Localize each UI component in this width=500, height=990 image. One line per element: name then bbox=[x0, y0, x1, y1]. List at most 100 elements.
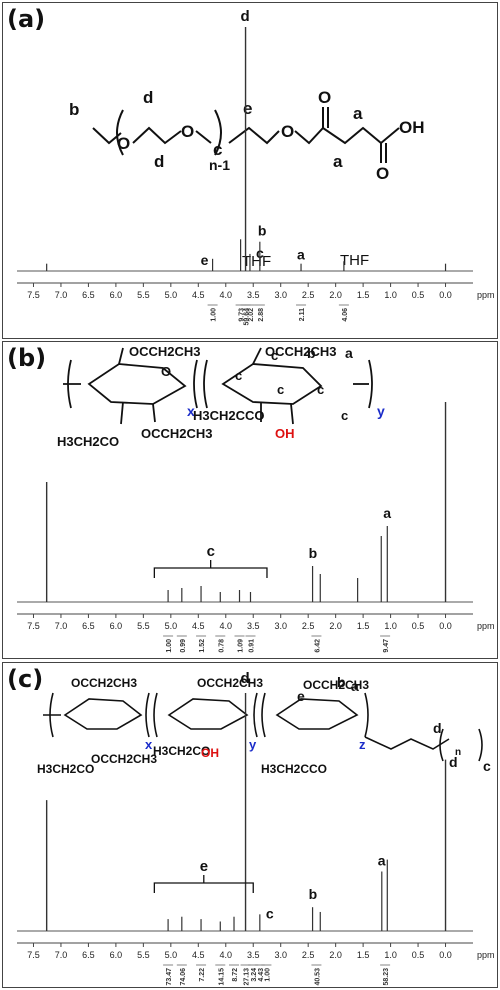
x-tick-label: 0.0 bbox=[439, 621, 452, 631]
atom-oh: OH bbox=[399, 118, 425, 137]
letter-a-b: a bbox=[345, 345, 353, 361]
x-tick-label: 0.0 bbox=[439, 290, 452, 300]
integral-value: 8.72 bbox=[232, 968, 239, 982]
integral-value: 3.24 bbox=[251, 968, 258, 982]
letter-d-top: d bbox=[143, 88, 153, 107]
integral-value: 0.91 bbox=[248, 639, 255, 653]
integrals-b: 1.00 0.99 1.52 0.78 1.09 0.91 6.42 9.47 bbox=[163, 635, 391, 653]
peak-label-d: d bbox=[241, 8, 250, 25]
integral-value: 9.73 bbox=[239, 308, 246, 322]
x-tick-label: 7.0 bbox=[55, 950, 68, 960]
x-tick-label: 4.0 bbox=[220, 621, 233, 631]
integral-value: 1.00 bbox=[166, 639, 173, 653]
subscript-y-c: y bbox=[249, 737, 257, 752]
struct-label-c-7: OCCH2CH3 bbox=[303, 678, 369, 692]
peak-label-b: b bbox=[258, 223, 267, 239]
letter-c-b-1: c bbox=[235, 368, 242, 383]
spectrum-c-svg: OCCH2CH3 H3CH2CO OCCH2CH3 x H3CH2CO OCCH… bbox=[17, 670, 495, 986]
x-tick-label: 2.0 bbox=[329, 621, 342, 631]
x-tick-label: 3.5 bbox=[247, 290, 260, 300]
integral-value: 73.47 bbox=[166, 968, 173, 986]
repeat-n-1: n-1 bbox=[209, 157, 230, 173]
x-unit-label: ppm bbox=[477, 950, 495, 960]
atom-o-3: O bbox=[281, 122, 294, 141]
x-tick-label: 6.0 bbox=[110, 950, 123, 960]
integral-value: 59.64 bbox=[244, 308, 251, 326]
letter-b: b bbox=[69, 100, 79, 119]
x-tick-label: 0.5 bbox=[412, 290, 425, 300]
x-tick-label: 4.5 bbox=[192, 290, 205, 300]
integral-value: 14.15 bbox=[218, 968, 225, 986]
x-tick-label: 4.0 bbox=[220, 950, 233, 960]
x-tick-label: 3.0 bbox=[274, 621, 287, 631]
peak-label-b: b bbox=[309, 886, 318, 902]
x-tick-label: 5.5 bbox=[137, 290, 150, 300]
group-bracket bbox=[153, 560, 268, 578]
integral-value: 4.06 bbox=[342, 308, 349, 322]
x-tick-label: 1.0 bbox=[384, 950, 397, 960]
struct-label-b-2: O bbox=[161, 364, 171, 379]
x-tick-label: 5.0 bbox=[165, 290, 178, 300]
x-tick-label: 6.5 bbox=[82, 621, 95, 631]
letter-a-c: a bbox=[351, 678, 359, 694]
subscript-y: y bbox=[377, 403, 385, 419]
structure-c: OCCH2CH3 H3CH2CO OCCH2CH3 x H3CH2CO OCCH… bbox=[37, 674, 491, 776]
structure-b: OCCH2CH3 O H3CH2CO OCCH2CH3 x H3CH2CCO O… bbox=[57, 344, 385, 449]
integral-value: 1.00 bbox=[211, 308, 218, 322]
struct-label-b-3: H3CH2CO bbox=[57, 434, 119, 449]
peak-label-e: e bbox=[201, 252, 209, 268]
x-tick-label: 7.5 bbox=[27, 290, 40, 300]
x-tick-label: 2.5 bbox=[302, 290, 315, 300]
integral-value: 58.23 bbox=[383, 968, 390, 986]
letter-a-bottom: a bbox=[333, 152, 343, 171]
letter-c-b-4: c bbox=[317, 382, 324, 397]
x-tick-label: 0.5 bbox=[412, 950, 425, 960]
atom-o-5: O bbox=[376, 164, 389, 183]
panel-label-c: (c) bbox=[7, 665, 44, 693]
x-tick-label: 1.5 bbox=[357, 950, 370, 960]
spectrum-panel-b: OCCH2CH3 O H3CH2CO OCCH2CH3 x H3CH2CCO O… bbox=[2, 341, 498, 659]
integral-value: 6.42 bbox=[314, 639, 321, 653]
axis-c: 7.5 7.0 6.5 6.0 5.5 5.0 4.5 4.0 3.5 3.0 2.5 2.0 1.5 1… bbox=[17, 942, 495, 960]
peak-label-c: c bbox=[266, 905, 274, 921]
struct-label-c-5: OCCH2CH3 bbox=[197, 676, 263, 690]
x-tick-label: 3.0 bbox=[274, 290, 287, 300]
x-tick-label: 4.0 bbox=[220, 290, 233, 300]
spectrum-b-svg: OCCH2CH3 O H3CH2CO OCCH2CH3 x H3CH2CCO O… bbox=[17, 344, 495, 653]
x-tick-label: 6.5 bbox=[82, 950, 95, 960]
integral-value: 4.43 bbox=[258, 968, 265, 982]
x-tick-label: 2.0 bbox=[329, 290, 342, 300]
atom-o-4: O bbox=[318, 88, 331, 107]
letter-b-b: b bbox=[307, 345, 316, 361]
struct-label-b-1: OCCH2CH3 bbox=[129, 344, 201, 359]
struct-label-c-oh: OH bbox=[201, 746, 219, 760]
atom-o-2: O bbox=[181, 122, 194, 141]
integral-value: 7.22 bbox=[199, 968, 206, 982]
integral-value: 27.13 bbox=[244, 968, 251, 986]
struct-label-c-6: H3CH2CCO bbox=[261, 762, 327, 776]
axis-b: 7.5 7.0 6.5 6.0 5.5 5.0 4.5 4.0 3.5 3.0 2.5 2.0 1.5 1… bbox=[17, 613, 495, 631]
struct-label-c-2: H3CH2CO bbox=[37, 762, 94, 776]
x-unit-label: ppm bbox=[477, 290, 495, 300]
x-tick-label: 5.0 bbox=[165, 950, 178, 960]
x-tick-label: 5.5 bbox=[137, 950, 150, 960]
x-tick-label: 3.5 bbox=[247, 950, 260, 960]
struct-label-c-3: OCCH2CH3 bbox=[91, 752, 157, 766]
letter-b-c: b bbox=[337, 674, 346, 690]
peak-label-d: d bbox=[241, 670, 250, 687]
x-tick-label: 1.5 bbox=[357, 290, 370, 300]
x-tick-label: 1.0 bbox=[384, 290, 397, 300]
letter-d-c-1: d bbox=[433, 720, 442, 736]
letter-a-top: a bbox=[353, 104, 363, 123]
struct-label-c-1: OCCH2CH3 bbox=[71, 676, 137, 690]
annotation-thf-2: THF bbox=[340, 252, 369, 269]
panel-label-b: (b) bbox=[7, 344, 47, 372]
x-tick-label: 6.5 bbox=[82, 290, 95, 300]
struct-label-b-5: H3CH2CCO bbox=[193, 408, 265, 423]
struct-label-b-4: OCCH2CH3 bbox=[141, 426, 213, 441]
atom-o-1: O bbox=[117, 134, 130, 153]
integral-value: 1.09 bbox=[238, 639, 245, 653]
x-tick-label: 4.5 bbox=[192, 950, 205, 960]
x-tick-label: 3.0 bbox=[274, 950, 287, 960]
letter-c-b-5: c bbox=[341, 408, 348, 423]
